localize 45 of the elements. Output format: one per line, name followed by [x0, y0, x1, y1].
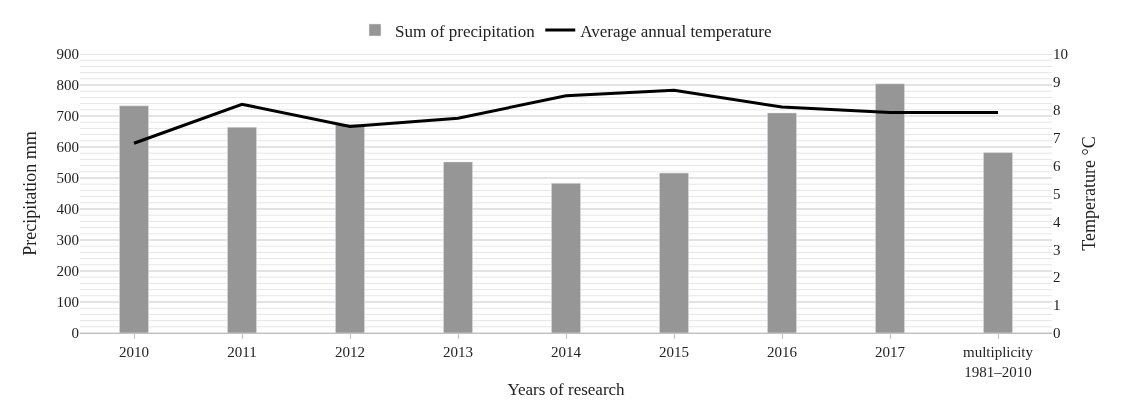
x-tick-label: 2010 — [119, 344, 149, 360]
bar — [335, 124, 365, 333]
y-tick-label: 300 — [56, 232, 79, 249]
y2-tick-label: 3 — [1053, 241, 1061, 258]
x-tick-label: 2017 — [875, 344, 906, 360]
y-axis-title: Precipitation mm — [19, 131, 40, 256]
x-tick-label: 2011 — [227, 344, 257, 360]
bar — [875, 83, 905, 333]
x-tick-label: 2016 — [767, 344, 798, 360]
y2-tick-label: 6 — [1053, 157, 1061, 174]
bar — [767, 112, 797, 333]
bar — [443, 161, 473, 333]
x-tick-label: 2012 — [335, 344, 365, 360]
y-tick-label: 400 — [56, 201, 79, 218]
x-axis-title: Years of research — [507, 379, 626, 399]
y2-axis-title: Temperature °C — [1079, 136, 1100, 251]
y2-tick-label: 2 — [1053, 269, 1061, 286]
y2-tick-label: 8 — [1053, 102, 1061, 119]
x-tick-label: 2013 — [443, 344, 473, 360]
y2-tick-label: 9 — [1053, 74, 1061, 91]
y-tick-label: 800 — [56, 77, 79, 94]
bar — [659, 172, 689, 333]
x-tick-label: multiplicity 1981–2010 — [963, 344, 1034, 380]
y2-tick-label: 1 — [1053, 297, 1061, 314]
y2-tick-label: 5 — [1053, 185, 1061, 202]
y-tick-label: 500 — [56, 170, 79, 187]
y-tick-label: 900 — [56, 46, 79, 63]
y-tick-label: 200 — [56, 263, 79, 280]
y-tick-label: 600 — [56, 139, 79, 156]
bar — [551, 183, 581, 333]
y2-tick-label: 0 — [1053, 325, 1061, 342]
bar — [227, 126, 257, 333]
y-tick-label: 700 — [56, 108, 79, 125]
y-tick-label: 0 — [71, 325, 79, 342]
line-series — [132, 88, 1000, 145]
y2-tick-label: 4 — [1053, 213, 1061, 230]
x-tick-label: 2015 — [659, 344, 689, 360]
y-tick-label: 100 — [56, 294, 79, 311]
legend-label: Average annual temperature — [580, 21, 772, 41]
bar — [983, 152, 1013, 333]
y2-tick-label: 7 — [1053, 129, 1061, 146]
bar — [119, 105, 149, 333]
legend-label: Sum of precipitation — [395, 21, 536, 41]
y2-tick-label: 10 — [1053, 46, 1068, 63]
x-tick-label: 2014 — [551, 344, 582, 360]
